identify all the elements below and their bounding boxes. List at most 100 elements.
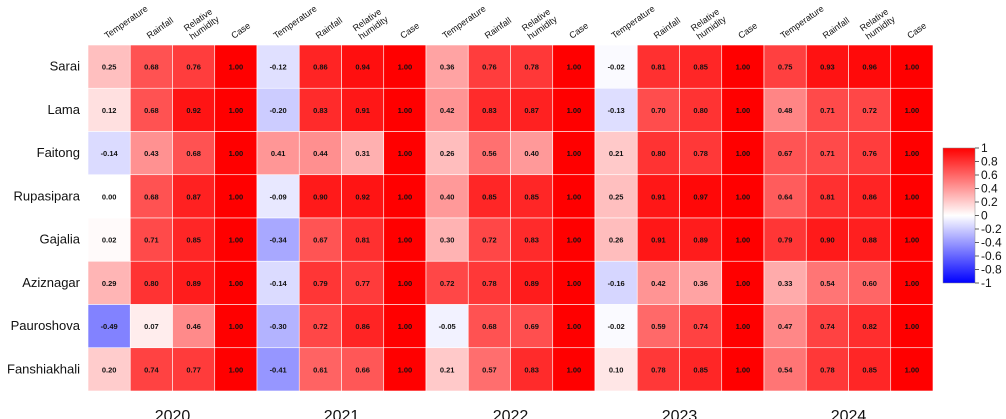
heatmap-cell bbox=[341, 260, 385, 305]
cell-value-label: 0.56 bbox=[482, 149, 497, 158]
heatmap-cell bbox=[172, 87, 216, 132]
cell-value-label: 0.47 bbox=[778, 322, 793, 331]
cell-value-label: 1.00 bbox=[229, 149, 244, 158]
heatmap-cell bbox=[594, 87, 638, 132]
colorbar-tick-label: -0.4 bbox=[981, 236, 1002, 250]
heatmap-cell bbox=[763, 131, 807, 176]
cell-value-label: 1.00 bbox=[905, 279, 920, 288]
cell-value-label: -0.49 bbox=[101, 322, 118, 331]
cell-value-label: 0.78 bbox=[482, 279, 497, 288]
column-label: Relativehumidity bbox=[182, 6, 221, 42]
heatmap-cell bbox=[721, 44, 765, 89]
cell-value-label: 0.91 bbox=[651, 192, 666, 201]
cell-value-label: 0.76 bbox=[186, 63, 201, 72]
cell-value-label: 0.89 bbox=[693, 236, 708, 245]
column-label: Relativehumidity bbox=[689, 6, 728, 42]
cell-value-label: 1.00 bbox=[736, 192, 751, 201]
cell-value-label: 1.00 bbox=[905, 322, 920, 331]
cell-value-label: 0.81 bbox=[355, 236, 370, 245]
heatmap-cell bbox=[467, 260, 511, 305]
cell-value-label: 0.31 bbox=[355, 149, 370, 158]
row-label: Pauroshova bbox=[11, 318, 81, 333]
heatmap-cell bbox=[341, 44, 385, 89]
column-label: Rainfall bbox=[483, 15, 513, 40]
row-label: Aziznagar bbox=[22, 275, 80, 290]
heatmap-cell bbox=[298, 260, 342, 305]
heatmap-cell bbox=[87, 44, 131, 89]
cell-value-label: 0.85 bbox=[693, 63, 708, 72]
heatmap-cell bbox=[890, 260, 934, 305]
cell-value-label: 1.00 bbox=[905, 63, 920, 72]
heatmap-cell bbox=[256, 260, 300, 305]
heatmap-cell bbox=[129, 260, 173, 305]
heatmap-cell bbox=[341, 217, 385, 262]
column-label: Case bbox=[567, 20, 590, 40]
heatmap-cell bbox=[636, 131, 680, 176]
row-label: Lama bbox=[47, 102, 80, 117]
heatmap-cell bbox=[594, 131, 638, 176]
cell-value-label: 0.40 bbox=[440, 192, 455, 201]
cell-value-label: 1.00 bbox=[398, 149, 413, 158]
column-label: Rainfall bbox=[145, 15, 175, 40]
cell-value-label: 0.42 bbox=[440, 106, 455, 115]
heatmap-cell bbox=[805, 304, 849, 349]
cell-value-label: -0.16 bbox=[608, 279, 625, 288]
cell-value-label: 0.69 bbox=[524, 322, 539, 331]
cell-value-label: 0.77 bbox=[186, 365, 201, 374]
heatmap-cell bbox=[679, 174, 723, 219]
column-label: Case bbox=[905, 20, 928, 40]
heatmap-cell bbox=[87, 347, 131, 392]
cell-value-label: 0.54 bbox=[778, 365, 793, 374]
cell-value-label: 0.26 bbox=[440, 149, 455, 158]
column-label: Case bbox=[229, 20, 252, 40]
cell-value-label: 1.00 bbox=[398, 279, 413, 288]
cell-value-label: 0.93 bbox=[820, 63, 835, 72]
colorbar-tick-label: -0.8 bbox=[981, 263, 1002, 277]
colorbar-tick-label: 0.6 bbox=[981, 168, 998, 182]
cell-value-label: 0.44 bbox=[313, 149, 328, 158]
heatmap-cell bbox=[467, 304, 511, 349]
cell-value-label: -0.14 bbox=[101, 149, 119, 158]
cell-value-label: 0.75 bbox=[778, 63, 793, 72]
cell-value-label: -0.13 bbox=[608, 106, 625, 115]
cell-value-label: 0.85 bbox=[482, 192, 497, 201]
cell-value-label: 1.00 bbox=[736, 149, 751, 158]
cell-value-label: 1.00 bbox=[398, 192, 413, 201]
heatmap-cell bbox=[890, 131, 934, 176]
cell-value-label: 1.00 bbox=[398, 322, 413, 331]
column-label: Rainfall bbox=[314, 15, 344, 40]
heatmap-cell bbox=[383, 347, 427, 392]
heatmap-cell bbox=[805, 131, 849, 176]
heatmap-cell bbox=[298, 347, 342, 392]
cell-value-label: 1.00 bbox=[567, 149, 582, 158]
heatmap-cell bbox=[552, 260, 596, 305]
heatmap-cell bbox=[129, 174, 173, 219]
cell-value-label: 0.81 bbox=[651, 63, 666, 72]
cell-value-label: 0.79 bbox=[313, 279, 328, 288]
cell-value-label: 1.00 bbox=[736, 236, 751, 245]
colorbar-tick-label: 0 bbox=[981, 209, 988, 223]
cell-value-label: 1.00 bbox=[736, 322, 751, 331]
heatmap-cell bbox=[721, 260, 765, 305]
cell-value-label: 0.61 bbox=[313, 365, 328, 374]
cell-value-label: 0.83 bbox=[524, 365, 539, 374]
cell-value-label: 1.00 bbox=[736, 106, 751, 115]
cell-value-label: 0.77 bbox=[355, 279, 370, 288]
heatmap-cell bbox=[594, 44, 638, 89]
cell-value-label: 0.70 bbox=[651, 106, 666, 115]
cell-value-label: 0.10 bbox=[609, 365, 624, 374]
cell-value-label: 0.78 bbox=[524, 63, 539, 72]
column-label: Temperature bbox=[103, 3, 150, 40]
cell-value-label: 0.88 bbox=[862, 236, 877, 245]
cell-value-label: -0.41 bbox=[270, 365, 287, 374]
heatmap-cell bbox=[552, 347, 596, 392]
cell-value-label: 0.97 bbox=[693, 192, 708, 201]
heatmap-cell bbox=[679, 131, 723, 176]
heatmap-cell bbox=[721, 347, 765, 392]
heatmap-cell bbox=[805, 87, 849, 132]
cell-value-label: 1.00 bbox=[229, 322, 244, 331]
heatmap-cell bbox=[679, 304, 723, 349]
column-label: Temperature bbox=[272, 3, 319, 40]
row-label: Rupasipara bbox=[14, 188, 81, 203]
